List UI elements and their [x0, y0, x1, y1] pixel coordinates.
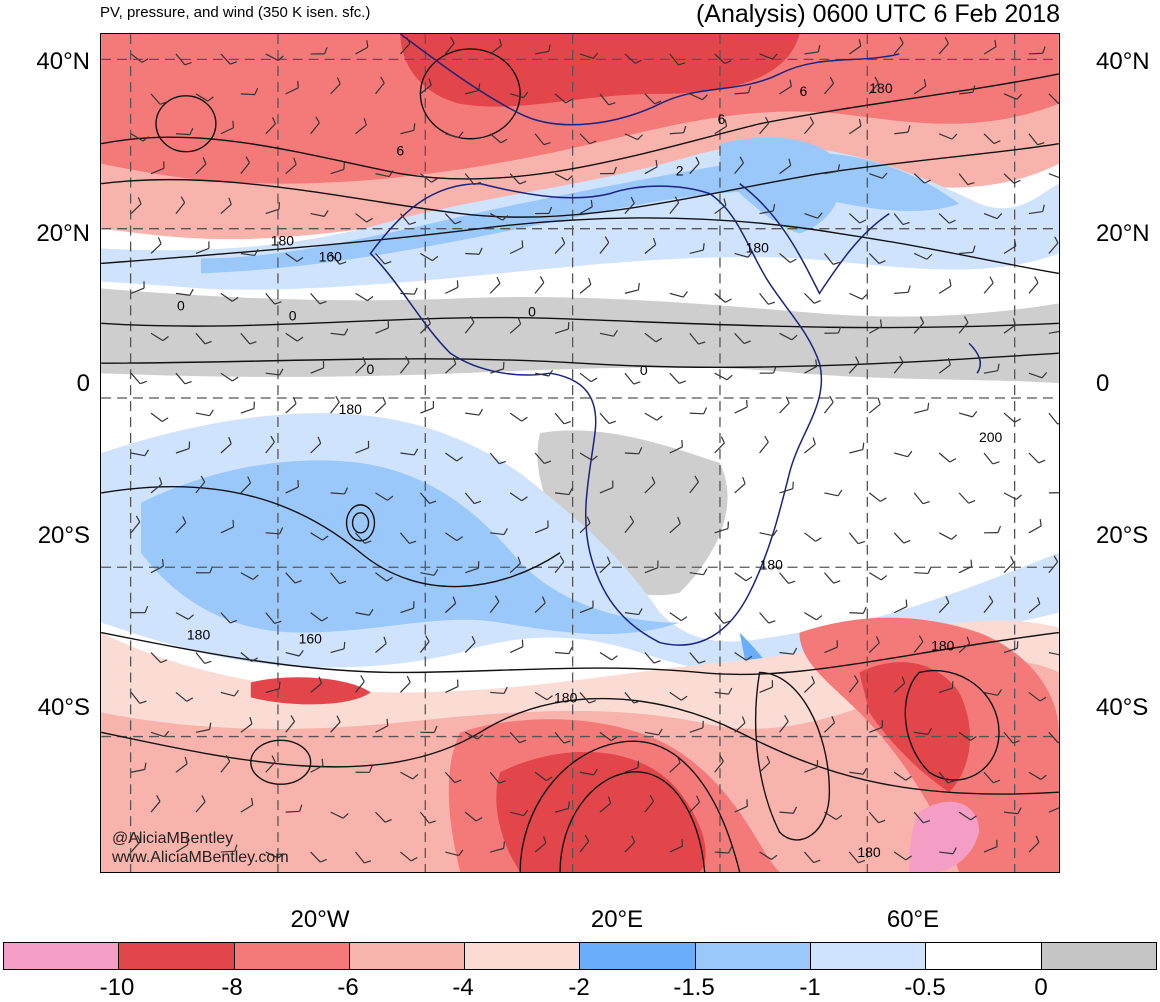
wind-barb: [400, 293, 414, 294]
contour-label: 180: [187, 627, 211, 643]
lat-label-20s-right: 20°S: [1096, 522, 1148, 550]
lat-label-eq-right: 0: [1096, 370, 1109, 398]
contour-label: 180: [760, 557, 784, 573]
wind-barb: [690, 413, 704, 414]
wind-barb-flag: [279, 682, 280, 689]
contour-label: 0: [640, 362, 648, 378]
wind-barb-flag: [569, 801, 570, 808]
credit-text: @AliciaMBentley www.AliciaMBentley.com: [112, 829, 289, 867]
lat-label-20n-left: 20°N: [36, 220, 90, 248]
colorbar-label: -6: [337, 974, 358, 1002]
colorbar-label: -10: [100, 974, 135, 1002]
lon-label-60e: 60°E: [887, 906, 939, 934]
colorbar-segment: [235, 943, 350, 969]
colorbar-label: -8: [221, 974, 242, 1002]
colorbar-label: -0.5: [904, 974, 945, 1002]
map-valid-time: (Analysis) 0600 UTC 6 Feb 2018: [696, 0, 1060, 29]
wind-barb: [914, 573, 928, 574]
pv-map: 6 6 6 2 180 180 160 0 0 0 0 0 180 200 18…: [100, 33, 1060, 873]
credit-url: www.AliciaMBentley.com: [112, 848, 289, 867]
colorbar-segment: [926, 943, 1041, 969]
wind-barb-flag: [457, 280, 458, 287]
colorbar-label: 0: [1034, 974, 1047, 1002]
colorbar-label: -1.5: [673, 974, 714, 1002]
wind-barb-flag: [682, 440, 683, 447]
contour-label: 180: [339, 401, 363, 417]
contour-label: 2: [676, 163, 684, 179]
wind-barb-flag: [747, 400, 748, 407]
wind-barb-flag: [1059, 101, 1060, 104]
colorbar-segment: [465, 943, 580, 969]
contour-label: 160: [319, 248, 343, 264]
contour-label: 180: [869, 80, 893, 96]
wind-barb-flag: [322, 759, 323, 766]
contour-label: 180: [554, 689, 578, 705]
map-subtitle: PV, pressure, and wind (350 K isen. sfc.…: [100, 4, 370, 21]
lat-label-40s-right: 40°S: [1096, 694, 1148, 722]
wind-barb-flag: [479, 84, 480, 91]
wind-barb-flag: [163, 559, 164, 566]
wind-barb: [465, 253, 479, 254]
lat-label-20s-left: 20°S: [38, 522, 90, 550]
colorbar-segment: [4, 943, 119, 969]
wind-barb: [625, 453, 639, 454]
contour-label: 160: [299, 631, 323, 647]
wind-barb-flag: [863, 443, 864, 450]
colorbar-segment: [696, 943, 811, 969]
lat-label-40n-left: 40°N: [36, 48, 90, 76]
contour-label: 200: [979, 429, 1003, 445]
wind-barb-flag: [233, 121, 234, 128]
lat-label-20n-right: 20°N: [1096, 220, 1150, 248]
contour-label: 180: [271, 232, 295, 248]
colorbar-segment: [580, 943, 695, 969]
contour-label: 180: [746, 239, 770, 255]
wind-barb: [176, 134, 190, 135]
lon-label-20w: 20°W: [291, 906, 350, 934]
colorbar-segment: [1042, 943, 1156, 969]
contour-label: 0: [528, 303, 536, 319]
wind-barb: [849, 613, 863, 614]
contour-label: 180: [857, 844, 881, 860]
credit-handle: @AliciaMBentley: [112, 829, 289, 848]
wind-barb-flag: [387, 719, 388, 726]
wind-barb: [286, 811, 300, 812]
colorbar-label: -2: [568, 974, 589, 1002]
wind-barb-flag: [522, 240, 523, 247]
wind-barb: [1029, 53, 1043, 54]
contour-label: 0: [289, 307, 297, 323]
wind-barb-flag: [638, 283, 639, 290]
contour-label: 6: [799, 83, 807, 99]
contour-label: 180: [931, 638, 955, 654]
pv-colorbar: [3, 942, 1157, 970]
colorbar-label: -4: [452, 974, 473, 1002]
wind-barb-flag: [344, 642, 345, 649]
lat-label-40n-right: 40°N: [1096, 48, 1150, 76]
lon-label-20e: 20°E: [591, 906, 643, 934]
wind-barb-flag: [906, 600, 907, 607]
wind-barb-flag: [298, 81, 299, 88]
lat-label-40s-left: 40°S: [38, 694, 90, 722]
lat-label-eq-left: 0: [77, 370, 90, 398]
wind-barb: [241, 94, 255, 95]
wind-barb-flag: [414, 123, 415, 130]
contour-label: 6: [396, 143, 404, 159]
colorbar-segment: [350, 943, 465, 969]
colorbar-label: -1: [799, 974, 820, 1002]
wind-barb-flag: [971, 560, 972, 567]
wind-barb-flag: [504, 841, 505, 848]
colorbar-segment: [811, 943, 926, 969]
contour-label: 0: [367, 361, 375, 377]
contour-label: 6: [718, 111, 726, 127]
contour-label: 0: [177, 297, 185, 313]
colorbar-segment: [119, 943, 234, 969]
